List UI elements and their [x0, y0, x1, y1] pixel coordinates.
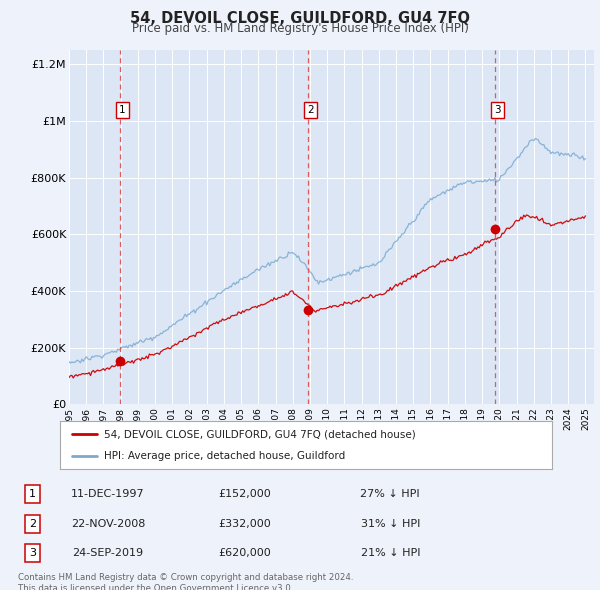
Text: HPI: Average price, detached house, Guildford: HPI: Average price, detached house, Guil… [104, 451, 346, 461]
Text: 3: 3 [29, 548, 36, 558]
Text: 54, DEVOIL CLOSE, GUILDFORD, GU4 7FQ (detached house): 54, DEVOIL CLOSE, GUILDFORD, GU4 7FQ (de… [104, 429, 416, 439]
Text: 11-DEC-1997: 11-DEC-1997 [71, 489, 145, 499]
Text: 1: 1 [29, 489, 36, 499]
Text: 54, DEVOIL CLOSE, GUILDFORD, GU4 7FQ: 54, DEVOIL CLOSE, GUILDFORD, GU4 7FQ [130, 11, 470, 25]
Text: 2: 2 [308, 106, 314, 115]
Text: 1: 1 [119, 106, 125, 115]
Text: Contains HM Land Registry data © Crown copyright and database right 2024.
This d: Contains HM Land Registry data © Crown c… [18, 573, 353, 590]
Text: 27% ↓ HPI: 27% ↓ HPI [361, 489, 420, 499]
Text: 21% ↓ HPI: 21% ↓ HPI [361, 548, 420, 558]
Text: 2: 2 [29, 519, 36, 529]
Text: Price paid vs. HM Land Registry's House Price Index (HPI): Price paid vs. HM Land Registry's House … [131, 22, 469, 35]
Text: £332,000: £332,000 [218, 519, 271, 529]
Text: 31% ↓ HPI: 31% ↓ HPI [361, 519, 420, 529]
Text: 3: 3 [494, 106, 500, 115]
Text: £152,000: £152,000 [218, 489, 271, 499]
Text: 24-SEP-2019: 24-SEP-2019 [73, 548, 143, 558]
Text: £620,000: £620,000 [218, 548, 271, 558]
Text: 22-NOV-2008: 22-NOV-2008 [71, 519, 145, 529]
